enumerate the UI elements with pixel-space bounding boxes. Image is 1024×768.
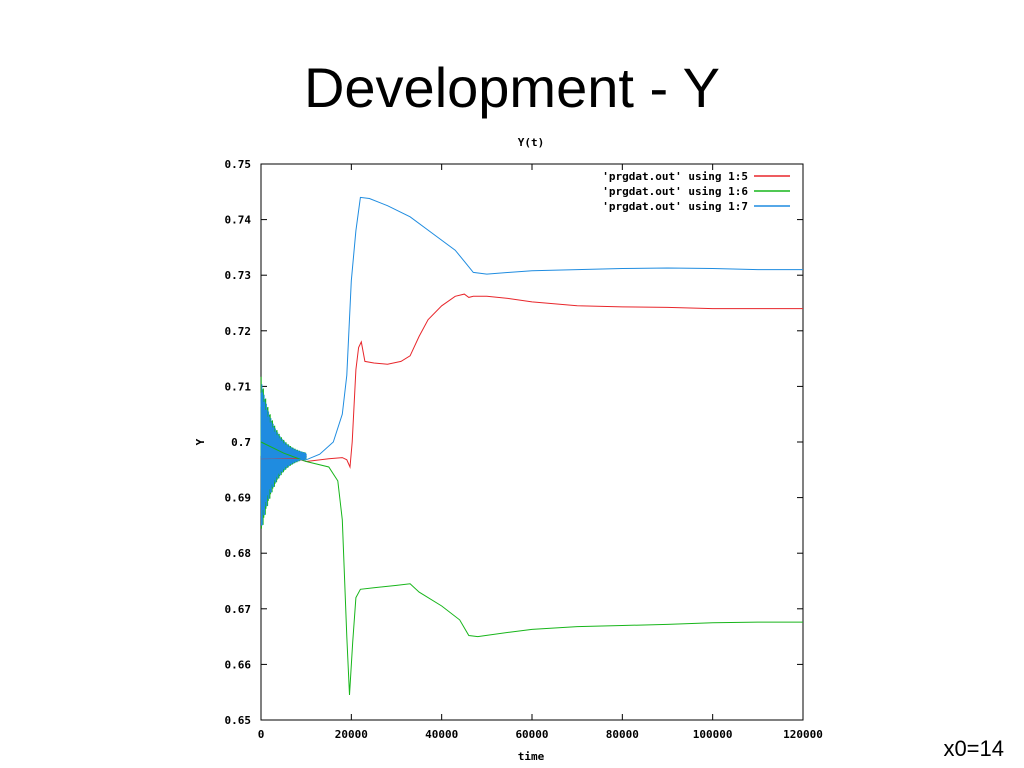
y-tick-label: 0.68	[225, 547, 252, 560]
y-tick-label: 0.7	[231, 436, 251, 449]
x-tick-label: 80000	[606, 728, 639, 741]
y-tick-label: 0.66	[225, 658, 252, 671]
footnote: x0=14	[943, 736, 1004, 761]
y-tick-label: 0.72	[225, 325, 252, 338]
x-tick-label: 40000	[425, 728, 458, 741]
legend-label: 'prgdat.out' using 1:7	[602, 200, 748, 213]
chart-title: Y(t)	[518, 136, 545, 149]
legend-label: 'prgdat.out' using 1:5	[602, 170, 748, 183]
series-line-3	[260, 196, 803, 461]
plot-frame	[260, 163, 804, 721]
x-tick-label: 20000	[335, 728, 368, 741]
y-tick-label: 0.73	[225, 269, 252, 282]
y-tick-label: 0.65	[225, 714, 252, 727]
slide-title: Development - Y	[303, 56, 721, 119]
x-tick-label: 60000	[515, 728, 548, 741]
x-tick-label: 120000	[783, 728, 823, 741]
x-tick-label: 100000	[693, 728, 733, 741]
y-axis-label: Y	[194, 438, 207, 445]
x-axis-label: time	[518, 750, 545, 763]
y-tick-label: 0.74	[225, 214, 252, 227]
oscillation-line	[260, 384, 307, 526]
y-tick-label: 0.71	[225, 380, 252, 393]
y-tick-label: 0.67	[225, 603, 252, 616]
series-line-1	[261, 293, 803, 469]
series-line-2	[260, 441, 803, 696]
x-tick-label: 0	[258, 728, 265, 741]
y-tick-label: 0.75	[225, 158, 252, 171]
legend-label: 'prgdat.out' using 1:6	[602, 185, 748, 198]
y-tick-label: 0.69	[225, 492, 252, 505]
